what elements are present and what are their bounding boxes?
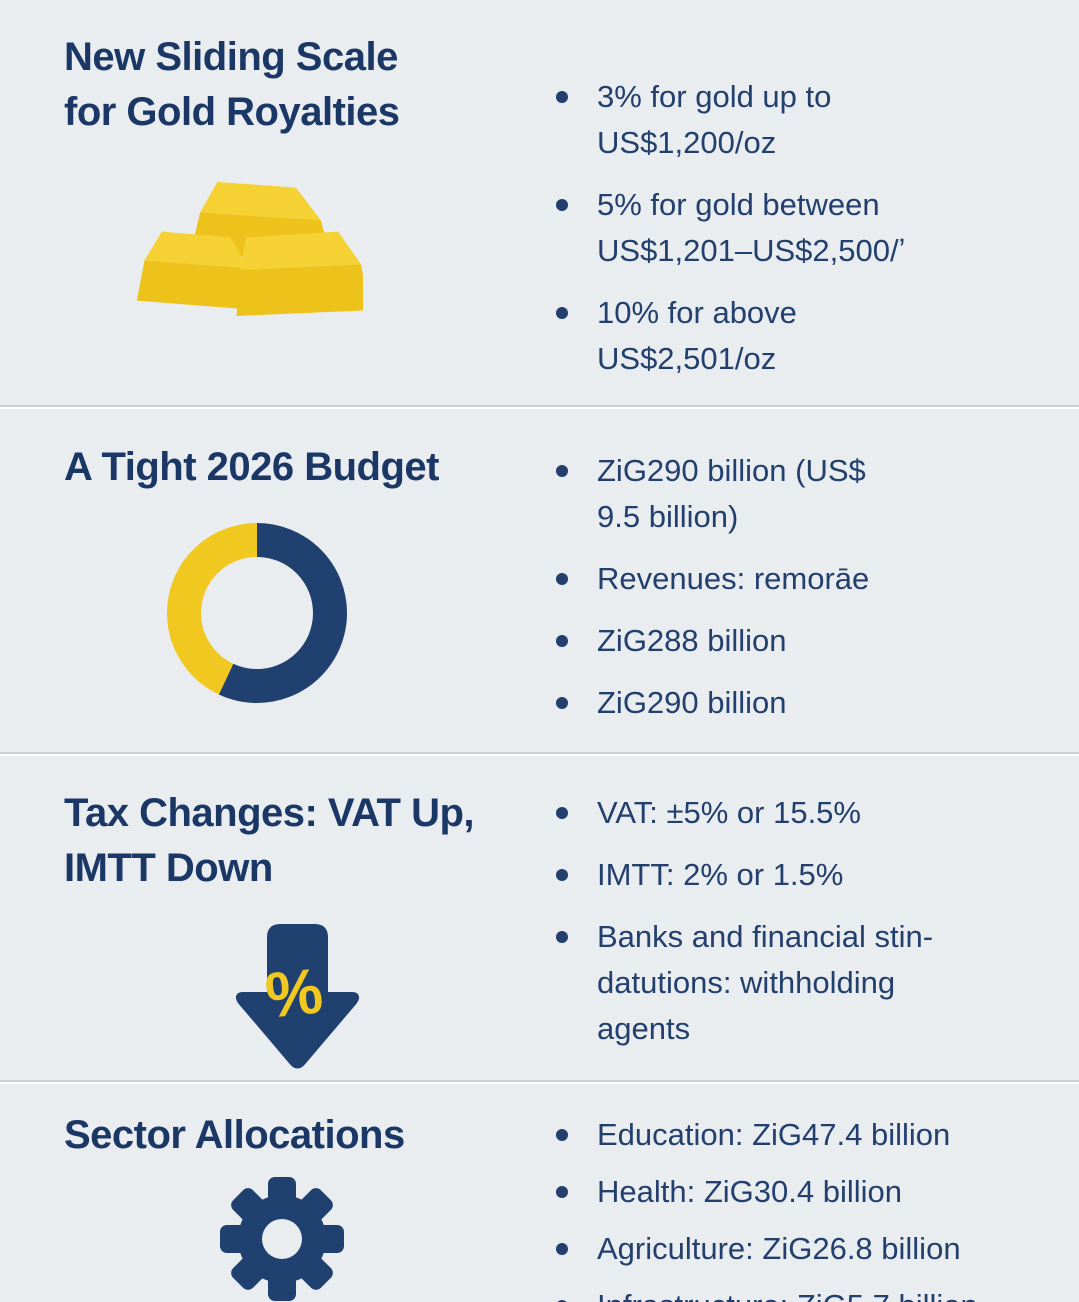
bullet-dot <box>556 199 568 211</box>
title-line: New Sliding Scale <box>64 35 398 79</box>
gold-bars-icon <box>133 167 369 327</box>
bullet-item: Banks and financial stin- datutions: wit… <box>552 914 1032 1052</box>
bullet-text: 10% for above US$2,501/oz <box>597 295 797 376</box>
bullet-dot <box>556 931 568 943</box>
section-divider <box>0 752 1079 754</box>
bullet-dot <box>556 1129 568 1141</box>
bullet-text: ZiG290 billion <box>597 685 787 720</box>
bullet-item: 10% for above US$2,501/oz <box>552 290 1032 382</box>
percent-down-arrow-icon: % <box>230 923 365 1071</box>
bullet-dot <box>556 1186 568 1198</box>
bullet-dot <box>556 807 568 819</box>
bullet-dot <box>556 1300 568 1302</box>
section-title: Sector Allocations <box>64 1108 534 1163</box>
section-tight-2026-budget: A Tight 2026 Budget ZiG290 billion (US$ … <box>0 407 1079 752</box>
bullet-text: 3% for gold up to US$1,200/oz <box>597 79 832 160</box>
bullet-dot <box>556 465 568 477</box>
bullet-text: VAT: ±5% or 15.5% <box>597 795 861 830</box>
bullet-text: Health: ZiG30.4 billion <box>597 1174 902 1209</box>
bullet-text: ZiG290 billion (US$ 9.5 billion) <box>597 453 866 534</box>
bullet-text: Banks and financial stin- datutions: wit… <box>597 919 934 1046</box>
section-sector-allocations: Sector Allocations <box>0 1082 1079 1302</box>
bullet-dot <box>556 573 568 585</box>
bullet-item: Agriculture: ZiG26.8 billion <box>552 1226 1032 1272</box>
donut-chart-icon <box>167 523 347 703</box>
title-line: A Tight 2026 Budget <box>64 445 440 489</box>
bullet-dot <box>556 91 568 103</box>
bullet-dot <box>556 635 568 647</box>
section-divider <box>0 1080 1079 1082</box>
section-gold-royalties: New Sliding Scale for Gold Royalties 3% … <box>0 0 1079 405</box>
bullet-list: VAT: ±5% or 15.5% IMTT: 2% or 1.5% Banks… <box>552 790 1032 1052</box>
section-title: A Tight 2026 Budget <box>64 440 534 495</box>
bullet-text: ZiG288 billion <box>597 623 787 658</box>
title-line: IMTT Down <box>64 846 273 890</box>
section-divider <box>0 405 1079 407</box>
section-title: New Sliding Scale for Gold Royalties <box>64 30 534 140</box>
bullet-list: Education: ZiG47.4 billion Health: ZiG30… <box>552 1112 1032 1302</box>
bullet-text: Education: ZiG47.4 billion <box>597 1117 951 1152</box>
bullet-item: Infrastructure: ZiG5.7 billion <box>552 1283 1032 1302</box>
bullet-dot <box>556 697 568 709</box>
bullet-list: ZiG290 billion (US$ 9.5 billion) Revenue… <box>552 448 1032 726</box>
bullet-item: 5% for gold between US$1,201–US$2,500/ʼ <box>552 182 1032 274</box>
bullet-dot <box>556 869 568 881</box>
section-tax-changes: Tax Changes: VAT Up, IMTT Down % VAT: ±5… <box>0 754 1079 1080</box>
bullet-item: ZiG290 billion (US$ 9.5 billion) <box>552 448 1032 540</box>
svg-text:%: % <box>262 954 326 1032</box>
bullet-item: Education: ZiG47.4 billion <box>552 1112 1032 1158</box>
bullet-dot <box>556 1243 568 1255</box>
gear-icon <box>220 1177 344 1301</box>
bullet-item: VAT: ±5% or 15.5% <box>552 790 1032 836</box>
title-line: Tax Changes: VAT Up, <box>64 791 475 835</box>
bullet-text: Revenues: remorāe <box>597 561 870 596</box>
section-title: Tax Changes: VAT Up, IMTT Down <box>64 786 534 896</box>
bullet-item: Health: ZiG30.4 billion <box>552 1169 1032 1215</box>
bullet-text: Infrastructure: ZiG5.7 billion <box>597 1288 978 1302</box>
bullet-text: Agriculture: ZiG26.8 billion <box>597 1231 961 1266</box>
title-line: for Gold Royalties <box>64 90 400 134</box>
title-line: Sector Allocations <box>64 1113 405 1157</box>
bullet-item: Revenues: remorāe <box>552 556 1032 602</box>
bullet-list: 3% for gold up to US$1,200/oz 5% for gol… <box>552 74 1032 382</box>
bullet-item: 3% for gold up to US$1,200/oz <box>552 74 1032 166</box>
bullet-item: ZiG288 billion <box>552 618 1032 664</box>
bullet-text: 5% for gold between US$1,201–US$2,500/ʼ <box>597 187 906 268</box>
bullet-item: IMTT: 2% or 1.5% <box>552 852 1032 898</box>
bullet-text: IMTT: 2% or 1.5% <box>597 857 844 892</box>
bullet-item: ZiG290 billion <box>552 680 1032 726</box>
bullet-dot <box>556 307 568 319</box>
